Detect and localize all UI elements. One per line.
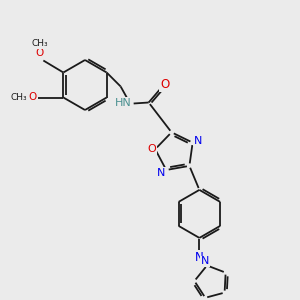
Text: O: O <box>28 92 37 103</box>
Text: O: O <box>160 78 169 91</box>
Text: CH₃: CH₃ <box>10 93 27 102</box>
Text: O: O <box>148 144 157 154</box>
Text: CH₃: CH₃ <box>31 39 48 48</box>
Text: N: N <box>157 168 165 178</box>
Text: N: N <box>201 256 209 266</box>
Text: HN: HN <box>115 98 132 107</box>
Text: O: O <box>35 49 44 58</box>
Text: N: N <box>194 136 202 146</box>
Text: N: N <box>195 251 204 264</box>
